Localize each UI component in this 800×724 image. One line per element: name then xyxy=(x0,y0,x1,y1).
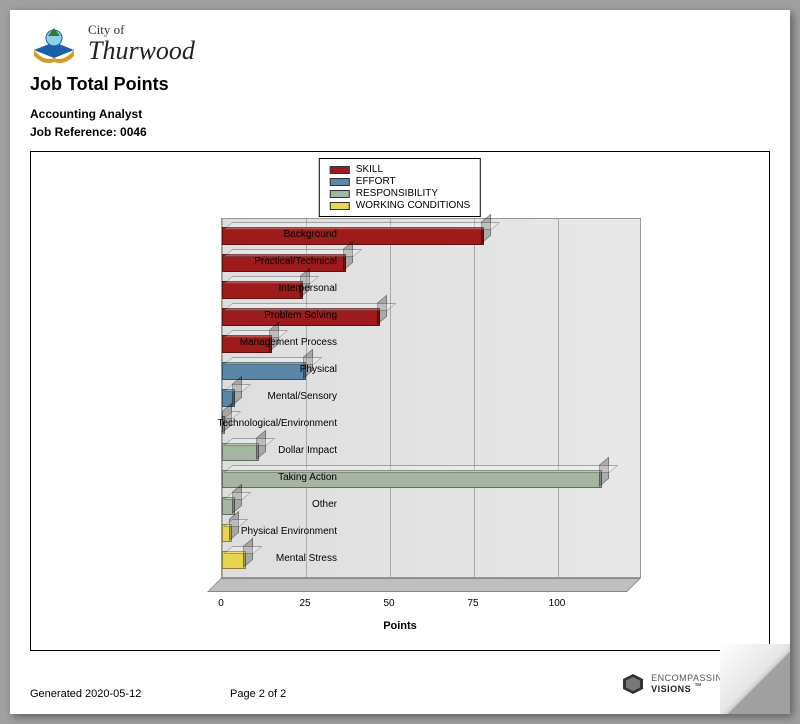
page-curl-icon xyxy=(720,644,790,714)
city-logo-icon xyxy=(30,22,78,64)
x-tick-label: 25 xyxy=(299,598,310,609)
gridline xyxy=(474,219,475,577)
legend-swatch xyxy=(330,166,350,174)
x-axis-title: Points xyxy=(383,620,417,632)
y-category-label: Taking Action xyxy=(177,472,337,483)
brand-line1: ENCOMPASSING xyxy=(651,673,730,683)
x-tick-label: 75 xyxy=(467,598,478,609)
generated-date: Generated 2020-05-12 xyxy=(30,688,230,700)
city-text: City of Thurwood xyxy=(88,23,195,64)
y-category-label: Background xyxy=(177,229,337,240)
y-category-label: Technological/Environment xyxy=(177,418,337,429)
y-category-label: Mental/Sensory xyxy=(177,391,337,402)
subtitle: Accounting Analyst Job Reference: 0046 xyxy=(30,105,770,141)
x-tick-label: 100 xyxy=(549,598,566,609)
legend-row: RESPONSIBILITY xyxy=(330,188,470,199)
city-label: City of xyxy=(88,23,195,36)
brand-text: ENCOMPASSING VISIONS ™ xyxy=(651,674,730,694)
page-number: Page 2 of 2 xyxy=(230,688,286,700)
brand-line2: VISIONS xyxy=(651,684,691,694)
legend-swatch xyxy=(330,190,350,198)
legend-label: SKILL xyxy=(356,164,383,175)
legend-row: WORKING CONDITIONS xyxy=(330,200,470,211)
y-category-label: Management Process xyxy=(177,337,337,348)
x-tick-label: 0 xyxy=(218,598,224,609)
y-category-label: Problem Solving xyxy=(177,310,337,321)
header: City of Thurwood xyxy=(30,22,770,64)
city-name: Thurwood xyxy=(88,38,195,64)
y-category-label: Physical Environment xyxy=(177,526,337,537)
job-title: Accounting Analyst xyxy=(30,105,770,123)
y-category-label: Physical xyxy=(177,364,337,375)
gridline xyxy=(558,219,559,577)
y-category-label: Practical/Technical xyxy=(177,256,337,267)
y-category-label: Dollar Impact xyxy=(177,445,337,456)
legend-label: WORKING CONDITIONS xyxy=(356,200,470,211)
legend-label: RESPONSIBILITY xyxy=(356,188,438,199)
gridline xyxy=(390,219,391,577)
brand: ENCOMPASSING VISIONS ™ xyxy=(621,672,730,696)
job-reference: Job Reference: 0046 xyxy=(30,123,770,141)
y-category-label: Interpersonal xyxy=(177,283,337,294)
report-page: City of Thurwood Job Total Points Accoun… xyxy=(10,10,790,714)
legend-row: SKILL xyxy=(330,164,470,175)
chart-frame: SKILLEFFORTRESPONSIBILITYWORKING CONDITI… xyxy=(30,151,770,651)
page-title: Job Total Points xyxy=(30,74,770,95)
y-category-label: Mental Stress xyxy=(177,553,337,564)
legend-row: EFFORT xyxy=(330,176,470,187)
legend-swatch xyxy=(330,178,350,186)
footer: Generated 2020-05-12 Page 2 of 2 ENCOMPA… xyxy=(30,688,770,700)
legend: SKILLEFFORTRESPONSIBILITYWORKING CONDITI… xyxy=(319,158,481,217)
plot-floor xyxy=(207,578,641,592)
legend-swatch xyxy=(330,202,350,210)
x-tick-label: 50 xyxy=(383,598,394,609)
brand-hex-icon xyxy=(621,672,645,696)
legend-label: EFFORT xyxy=(356,176,396,187)
y-category-label: Other xyxy=(177,499,337,510)
